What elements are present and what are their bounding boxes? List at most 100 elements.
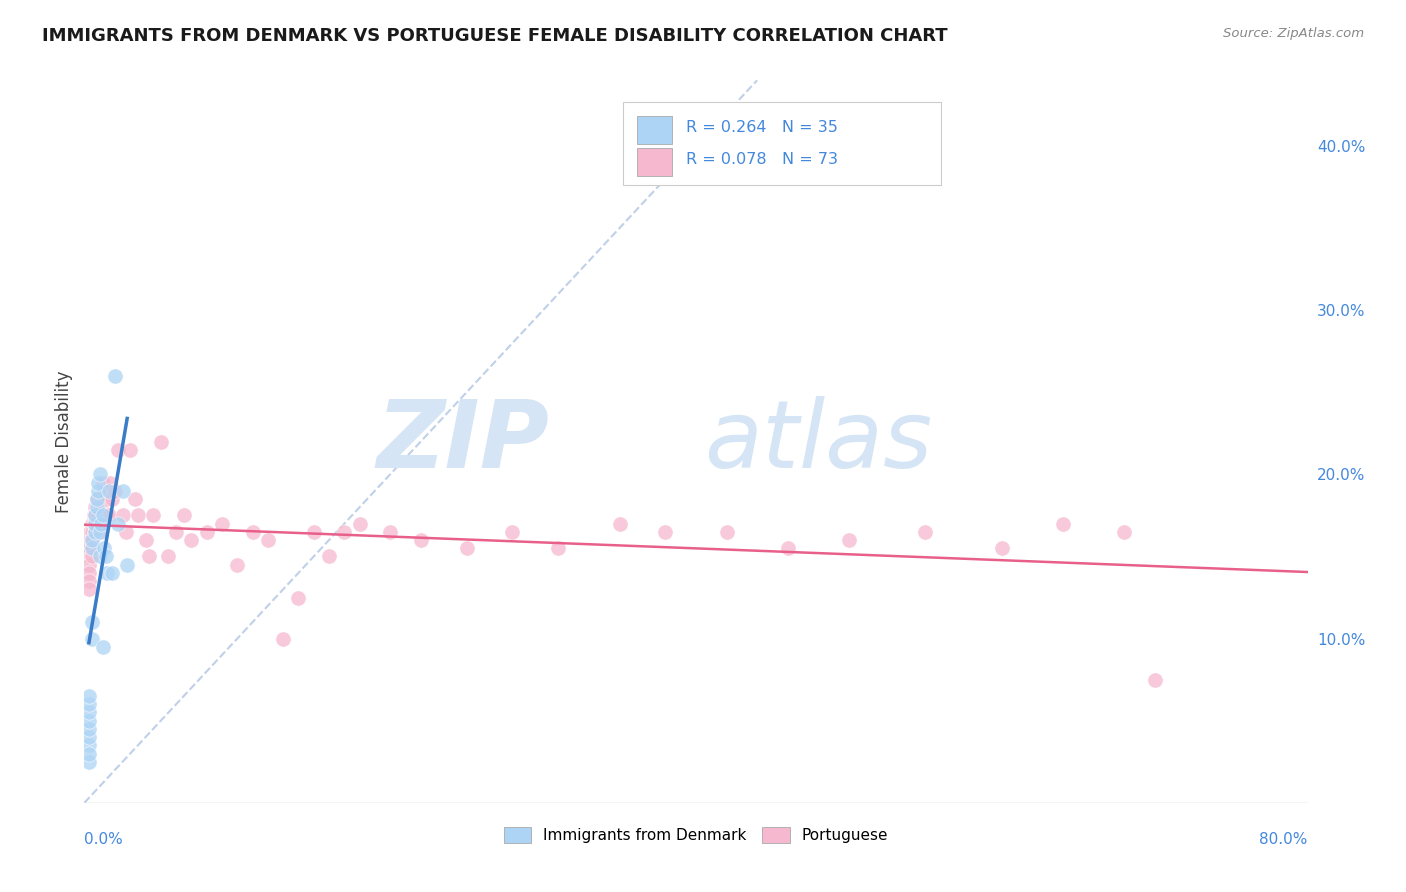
- Point: [838, 533, 860, 547]
- Point: [195, 524, 218, 539]
- Point: [91, 475, 114, 490]
- Point: [135, 533, 157, 547]
- Point: [80, 632, 103, 646]
- Point: [165, 524, 187, 539]
- Point: [349, 516, 371, 531]
- Point: [90, 516, 112, 531]
- Text: ZIP: ZIP: [377, 395, 550, 488]
- Point: [776, 541, 799, 556]
- Point: [87, 483, 110, 498]
- Text: 0.0%: 0.0%: [84, 831, 124, 847]
- Point: [77, 730, 100, 744]
- Point: [86, 491, 108, 506]
- Point: [180, 533, 202, 547]
- Legend: Immigrants from Denmark, Portuguese: Immigrants from Denmark, Portuguese: [498, 822, 894, 849]
- Point: [77, 714, 100, 728]
- Point: [94, 549, 117, 564]
- Point: [111, 508, 134, 523]
- Point: [77, 722, 100, 736]
- Point: [98, 475, 121, 490]
- Point: [104, 483, 127, 498]
- Point: [716, 524, 738, 539]
- Y-axis label: Female Disability: Female Disability: [55, 370, 73, 513]
- Text: R = 0.264   N = 35: R = 0.264 N = 35: [686, 120, 838, 136]
- Point: [77, 582, 100, 597]
- Point: [107, 516, 129, 531]
- Point: [271, 632, 294, 646]
- Point: [302, 524, 325, 539]
- Point: [142, 508, 165, 523]
- Text: 80.0%: 80.0%: [1260, 831, 1308, 847]
- Text: Source: ZipAtlas.com: Source: ZipAtlas.com: [1223, 27, 1364, 40]
- Point: [77, 541, 100, 556]
- Point: [101, 491, 124, 506]
- Point: [87, 508, 110, 523]
- Point: [93, 483, 115, 498]
- Point: [79, 541, 101, 556]
- Point: [79, 524, 101, 539]
- Point: [409, 533, 432, 547]
- Text: R = 0.078   N = 73: R = 0.078 N = 73: [686, 153, 838, 168]
- Point: [318, 549, 340, 564]
- Text: IMMIGRANTS FROM DENMARK VS PORTUGUESE FEMALE DISABILITY CORRELATION CHART: IMMIGRANTS FROM DENMARK VS PORTUGUESE FE…: [42, 27, 948, 45]
- Text: atlas: atlas: [704, 396, 932, 487]
- Point: [83, 516, 105, 531]
- Point: [90, 500, 112, 515]
- FancyBboxPatch shape: [637, 117, 672, 144]
- Point: [1143, 673, 1166, 687]
- Point: [91, 640, 114, 654]
- Point: [157, 549, 180, 564]
- Point: [87, 475, 110, 490]
- Point: [226, 558, 249, 572]
- Point: [120, 442, 142, 457]
- Point: [94, 491, 117, 506]
- FancyBboxPatch shape: [623, 102, 941, 185]
- Point: [89, 516, 111, 531]
- Point: [80, 533, 103, 547]
- Point: [456, 541, 478, 556]
- Point: [89, 549, 111, 564]
- Point: [84, 508, 107, 523]
- Point: [80, 615, 103, 630]
- Point: [114, 524, 136, 539]
- Point: [127, 508, 149, 523]
- Point: [80, 541, 103, 556]
- Point: [91, 508, 114, 523]
- Point: [77, 689, 100, 703]
- Point: [97, 483, 120, 498]
- Point: [80, 533, 103, 547]
- Point: [380, 524, 402, 539]
- Point: [84, 508, 107, 523]
- Point: [211, 516, 233, 531]
- Point: [86, 491, 108, 506]
- Point: [101, 566, 124, 580]
- Point: [80, 516, 103, 531]
- Point: [124, 491, 146, 506]
- Point: [84, 500, 107, 515]
- Point: [1114, 524, 1136, 539]
- Point: [547, 541, 569, 556]
- Point: [84, 516, 107, 531]
- Point: [86, 500, 108, 515]
- Point: [107, 442, 129, 457]
- Point: [138, 549, 160, 564]
- Point: [914, 524, 936, 539]
- Point: [89, 524, 111, 539]
- Point: [96, 508, 118, 523]
- Point: [79, 533, 101, 547]
- Point: [77, 706, 100, 720]
- Point: [77, 566, 100, 580]
- Point: [77, 574, 100, 588]
- Point: [77, 747, 100, 761]
- Point: [80, 524, 103, 539]
- Point: [77, 739, 100, 753]
- Point: [80, 541, 103, 556]
- Point: [242, 524, 264, 539]
- Point: [89, 524, 111, 539]
- Point: [115, 558, 138, 572]
- Point: [77, 558, 100, 572]
- Point: [654, 524, 676, 539]
- Point: [257, 533, 280, 547]
- Point: [93, 541, 115, 556]
- Point: [991, 541, 1014, 556]
